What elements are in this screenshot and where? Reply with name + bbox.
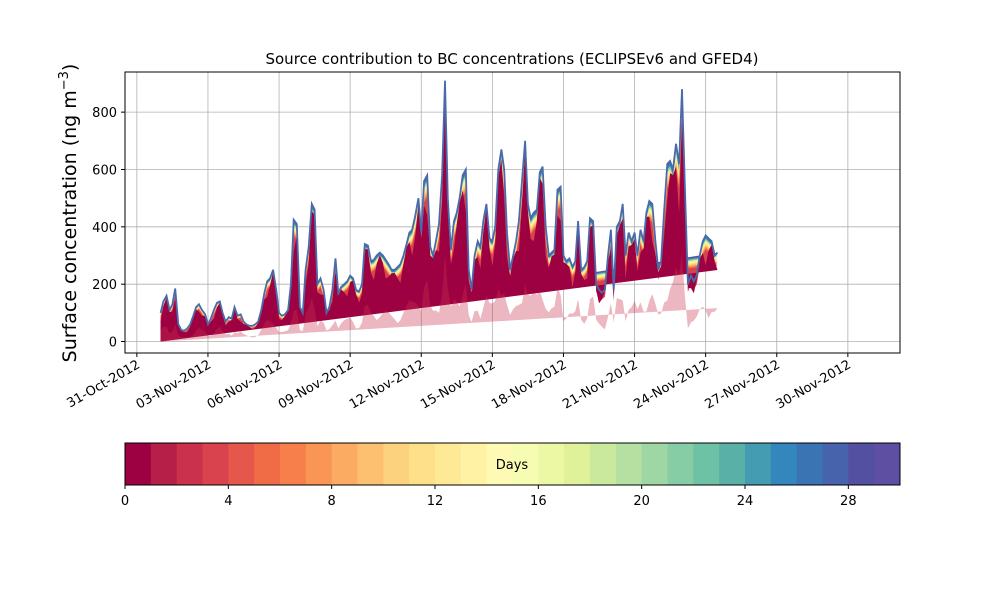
colorbar-segment	[538, 443, 565, 485]
colorbar-segment	[280, 443, 307, 485]
x-tick-label: 18-Nov-2012	[489, 357, 569, 412]
colorbar-segment	[150, 443, 178, 485]
colorbar-tick-label: 16	[530, 494, 547, 509]
colorbar-segment	[357, 443, 384, 485]
x-tick-label: 15-Nov-2012	[418, 357, 498, 412]
y-tick-label: 400	[92, 221, 117, 236]
colorbar-segment	[796, 443, 823, 485]
colorbar-tick-label: 12	[427, 494, 444, 509]
colorbar-segment	[435, 443, 462, 485]
colorbar-tick-label: 28	[840, 494, 857, 509]
total-series-line	[159, 80, 719, 332]
colorbar-segment	[615, 443, 643, 485]
colorbar-segment	[254, 443, 281, 485]
x-tick-label: 21-Nov-2012	[560, 357, 640, 412]
colorbar-segment	[770, 443, 798, 485]
colorbar-segment	[848, 443, 875, 485]
colorbar-segment	[331, 443, 358, 485]
colorbar-segment	[641, 443, 668, 485]
y-tick-label: 800	[92, 106, 117, 121]
y-axis-label-exponent: −3	[57, 71, 72, 90]
colorbar-segment	[590, 443, 617, 485]
colorbar-segment	[202, 443, 229, 485]
y-tick-label: 600	[92, 163, 117, 178]
y-tick-label: 0	[109, 336, 117, 351]
chart-title: Source contribution to BC concentrations…	[265, 50, 758, 68]
colorbar-segment	[667, 443, 694, 485]
x-tick-label: 06-Nov-2012	[205, 357, 285, 412]
x-tick-label: 03-Nov-2012	[134, 357, 214, 412]
x-tick-label: 24-Nov-2012	[631, 357, 711, 412]
plot-frame	[124, 71, 901, 354]
colorbar-segment	[383, 443, 410, 485]
colorbar-segment	[874, 443, 901, 485]
colorbar-tick-label: 20	[633, 494, 650, 509]
colorbar-tick-label: 0	[121, 494, 129, 509]
colorbar-segment	[460, 443, 488, 485]
colorbar: 0 4 8 12 16 20 24 28 Days	[121, 442, 901, 509]
x-tick-label: 12-Nov-2012	[347, 357, 427, 412]
colorbar-tick-label: 8	[328, 494, 336, 509]
y-tick-label: 200	[92, 278, 117, 293]
y-axis-label-main: Surface concentration (ng m	[59, 90, 81, 362]
colorbar-segment	[305, 443, 333, 485]
area-layer-shade	[160, 253, 718, 342]
y-axis-label: Surface concentration (ng m−3)	[57, 64, 81, 363]
colorbar-label: Days	[496, 458, 529, 473]
colorbar-segment	[822, 443, 849, 485]
area-layer	[160, 92, 718, 342]
plot-area: 0 200 400 600 800 31-Oct-201203-Nov-201206-No…	[64, 71, 901, 412]
colorbar-segment	[512, 443, 539, 485]
colorbar-segment	[228, 443, 255, 485]
x-tick-label: 31-Oct-2012	[64, 357, 142, 411]
colorbar-tick-label: 24	[737, 494, 754, 509]
colorbar-segment	[564, 443, 591, 485]
colorbar-segment	[719, 443, 746, 485]
colorbar-tick-label: 4	[224, 494, 232, 509]
x-tick-label: 09-Nov-2012	[276, 357, 356, 412]
colorbar-segment	[745, 443, 772, 485]
colorbar-segment	[125, 443, 152, 485]
x-tick-label: 30-Nov-2012	[774, 357, 854, 412]
colorbar-segment	[409, 443, 436, 485]
colorbar-segment	[486, 443, 513, 485]
colorbar-segment	[176, 443, 203, 485]
colorbar-segment	[693, 443, 720, 485]
x-tick-label: 27-Nov-2012	[702, 357, 782, 412]
area-layers	[159, 80, 719, 342]
colorbar-frame	[124, 442, 901, 486]
y-axis-label-close: )	[59, 64, 81, 71]
